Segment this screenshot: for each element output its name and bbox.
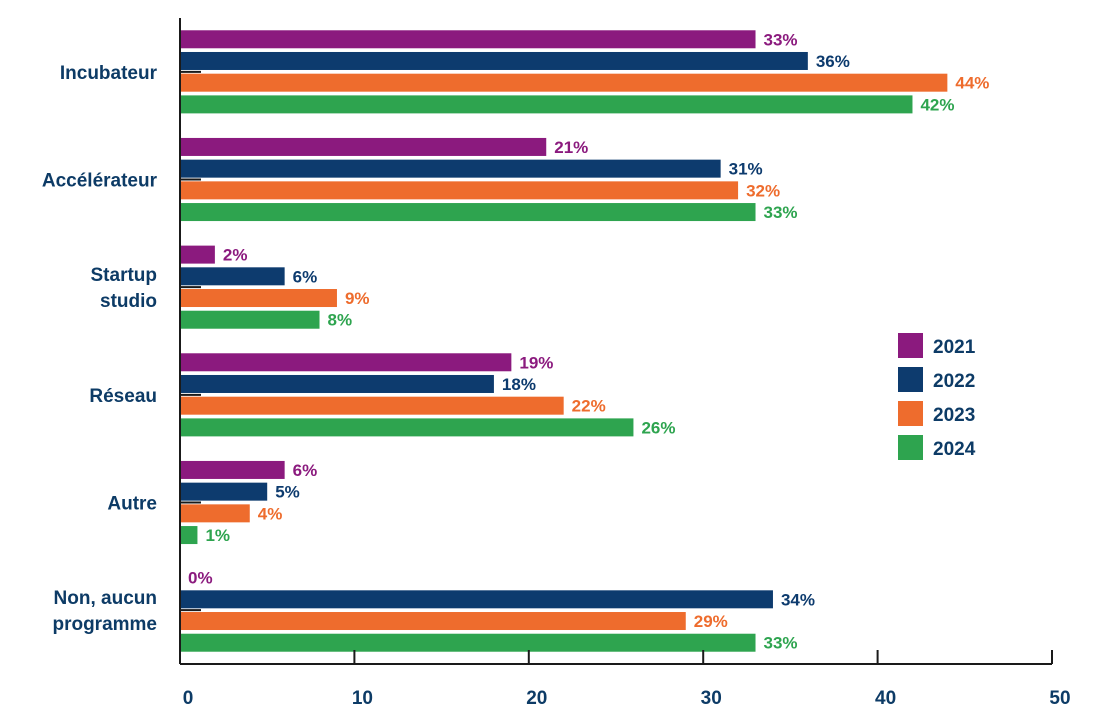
bar-2023-1 [180,181,739,200]
legend: 2021 2022 2023 2024 [898,333,976,460]
category-label: Non, aucun programme [52,588,157,635]
bar-2024-3 [180,418,634,437]
legend-swatch-2023 [898,401,923,426]
category-label: Réseau [89,386,157,407]
value-label-2021-1: 21% [554,138,588,157]
legend-label-2024: 2024 [933,439,976,460]
axes-layer [179,18,1052,665]
value-label-2023-0: 44% [955,74,989,93]
bar-2021-2 [180,245,215,264]
x-tick-label: 50 [1049,688,1070,709]
value-label-2022-1: 31% [729,160,763,179]
x-ticks-layer: 0 10 20 30 40 50 [179,650,1071,709]
x-tick-label: 20 [526,688,547,709]
value-label-2022-4: 5% [275,483,300,502]
category-label: Accélérateur [42,171,158,192]
legend-label-2021: 2021 [933,337,976,358]
bar-2024-5 [180,633,756,652]
bar-2021-1 [180,137,547,156]
bar-2022-0 [180,51,808,70]
category-labels-layer: Incubateur Accélérateur Startup studio Résea… [42,63,158,635]
value-label-2021-0: 33% [764,30,798,49]
value-label-2023-3: 22% [572,397,606,416]
value-label-2024-5: 33% [764,634,798,653]
bar-2022-4 [180,482,268,501]
bar-2021-0 [180,30,756,49]
bar-2022-1 [180,159,721,178]
value-label-2023-1: 32% [746,181,780,200]
category-label: Incubateur [60,63,158,84]
bar-2021-4 [180,460,285,479]
x-tick-label: 30 [701,688,722,709]
category-label: Startup studio [91,265,158,312]
value-label-2023-5: 29% [694,612,728,631]
value-label-2022-2: 6% [293,267,318,286]
bar-2021-3 [180,353,512,372]
legend-swatch-2022 [898,367,923,392]
bar-2023-4 [180,504,250,523]
value-label-2023-2: 9% [345,289,370,308]
value-label-2021-2: 2% [223,246,248,265]
bar-2023-5 [180,612,686,631]
category-label-line: Startup [91,265,158,286]
value-label-2022-3: 18% [502,375,536,394]
value-label-2024-2: 8% [328,311,353,330]
category-label-line: Réseau [89,386,157,407]
bar-2022-5 [180,590,773,609]
bar-2024-0 [180,95,913,114]
value-label-2024-0: 42% [920,95,954,114]
value-label-2021-5: 0% [188,569,213,588]
bar-2022-3 [180,374,494,393]
value-label-2021-3: 19% [519,353,553,372]
value-label-2021-4: 6% [293,461,318,480]
bar-2023-3 [180,396,564,415]
bars-layer [180,30,948,652]
category-label-line: studio [100,291,157,312]
bar-2024-2 [180,310,320,329]
x-tick-label: 40 [875,688,896,709]
legend-label-2022: 2022 [933,371,975,392]
category-label-line: programme [52,614,157,635]
category-label-line: Autre [107,494,157,515]
value-label-2022-5: 34% [781,590,815,609]
bar-2022-2 [180,267,285,286]
legend-label-2023: 2023 [933,405,975,426]
value-label-2024-3: 26% [641,418,675,437]
legend-swatch-2021 [898,333,923,358]
value-label-2024-4: 1% [205,526,230,545]
bar-2023-2 [180,289,337,308]
category-label-line: Accélérateur [42,171,158,192]
category-label: Autre [107,494,157,515]
bar-2024-1 [180,203,756,222]
value-label-2022-0: 36% [816,52,850,71]
x-tick-label: 10 [352,688,373,709]
value-labels-layer: 33% 36% 44%42% 21% 31% 32% 33% 2% 6% 9% 8% 19% 18% 22… [188,30,989,652]
value-label-2024-1: 33% [764,203,798,222]
bar-2024-4 [180,526,198,545]
category-label-line: Non, aucun [54,588,157,609]
legend-swatch-2024 [898,435,923,460]
bar-2023-0 [180,73,948,92]
x-tick-label: 0 [183,688,194,709]
category-label-line: Incubateur [60,63,158,84]
value-label-2023-4: 4% [258,504,283,523]
